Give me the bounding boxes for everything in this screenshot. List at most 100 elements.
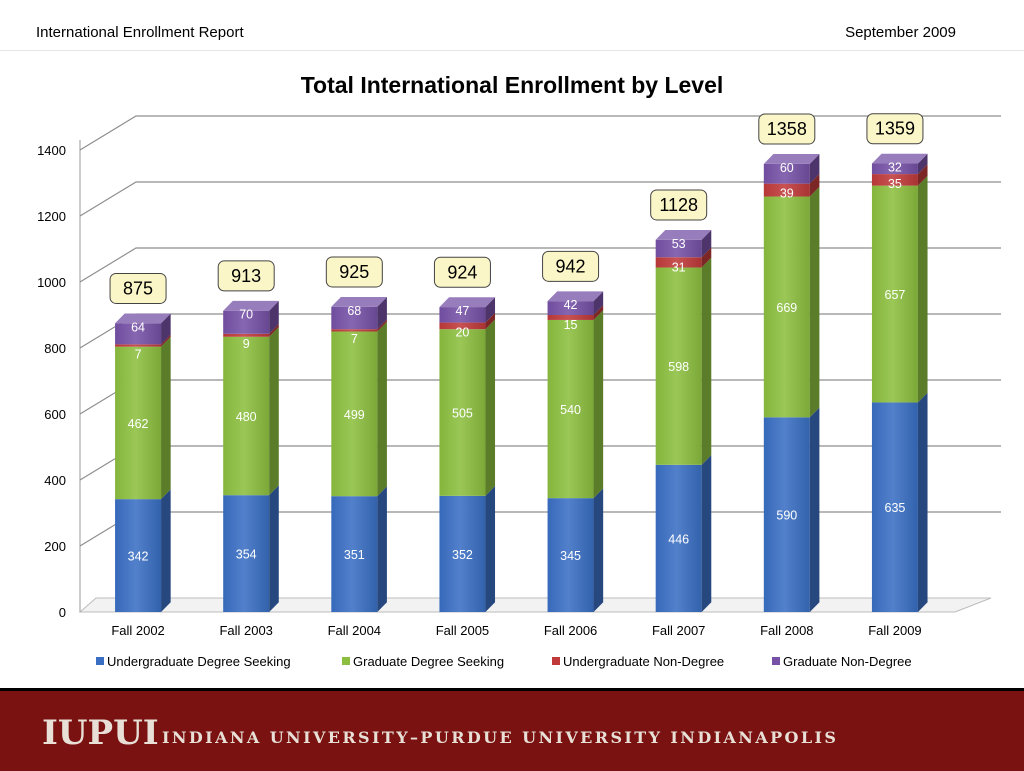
x-category-label: Fall 2005 [436, 623, 489, 638]
bar-top-graduate-non-degree [331, 296, 387, 307]
bar-side-undergraduate-degree-seeking [701, 455, 712, 612]
bar-side-undergraduate-non-degree [485, 312, 496, 330]
bar-side-undergraduate-non-degree [377, 319, 387, 332]
bar-group-fall-2006: 345 540 15 42 942 Fall 2006 [542, 250, 604, 638]
university-tagline: INDIANA UNIVERSITY–PURDUE UNIVERSITY IND… [162, 728, 839, 747]
bar-group-fall-2003: 354 480 9 70 913 Fall 2003 [217, 260, 279, 638]
footer-banner: IUPUI INDIANA UNIVERSITY–PURDUE UNIVERSI… [0, 688, 1024, 771]
y-tick-label: 800 [44, 341, 66, 356]
data-label-graduate-degree-seeking: 657 [885, 288, 906, 302]
report-header: International Enrollment Report Septembe… [0, 0, 1024, 51]
bar-side-graduate-non-degree [701, 229, 712, 258]
data-label-undergraduate-non-degree: 7 [135, 347, 142, 361]
bar-segment-undergraduate-non-degree [331, 329, 378, 332]
bar-segment-graduate-degree-seeking [331, 331, 378, 497]
bar-side-graduate-non-degree [809, 154, 820, 184]
bar-segment-graduate-non-degree [439, 307, 486, 323]
gridline-600 [79, 379, 1001, 415]
data-label-graduate-degree-seeking: 669 [776, 301, 797, 315]
bar-segment-graduate-non-degree [871, 163, 918, 175]
data-label-graduate-degree-seeking: 540 [560, 403, 581, 417]
bar-side-undergraduate-degree-seeking [593, 488, 604, 612]
bar-top-graduate-non-degree [763, 154, 820, 164]
bar-side-graduate-degree-seeking [377, 321, 387, 497]
data-label-graduate-degree-seeking: 462 [128, 417, 149, 431]
data-label-undergraduate-degree-seeking: 342 [128, 550, 149, 564]
bar-side-graduate-degree-seeking [593, 310, 604, 499]
bar-group-fall-2004: 351 499 7 68 925 Fall 2004 [325, 256, 387, 638]
bar-segment-undergraduate-non-degree [439, 322, 486, 330]
iupui-logo: IUPUI [42, 713, 159, 753]
y-tick-label: 1400 [37, 143, 66, 158]
x-category-label: Fall 2007 [652, 623, 705, 638]
bar-side-undergraduate-non-degree [809, 173, 820, 197]
total-callout-box [650, 189, 708, 221]
bar-side-undergraduate-degree-seeking [269, 485, 279, 612]
y-tick-label: 1200 [37, 209, 66, 224]
bar-side-undergraduate-non-degree [917, 164, 928, 186]
data-label-undergraduate-non-degree: 39 [780, 187, 794, 201]
bar-segment-graduate-degree-seeking [655, 267, 702, 465]
bar-side-graduate-degree-seeking [809, 186, 820, 418]
data-label-graduate-degree-seeking: 598 [668, 360, 689, 374]
enrollment-chart: 0 200 400 600 800 1000 1200 1400 342 462 7 64 875 Fal… [37, 113, 1001, 669]
data-label-undergraduate-non-degree: 31 [672, 260, 686, 274]
legend-swatch-undergraduate-non-degree [552, 657, 560, 665]
gridline-1000 [79, 247, 1001, 283]
chart-title: Total International Enrollment by Level [300, 72, 724, 98]
data-label-undergraduate-non-degree: 20 [455, 326, 469, 340]
gridline-1200 [79, 181, 1001, 217]
bar-top-graduate-non-degree [115, 313, 171, 324]
bar-side-undergraduate-non-degree [161, 334, 171, 347]
x-category-label: Fall 2003 [219, 623, 272, 638]
bar-side-undergraduate-degree-seeking [161, 489, 171, 612]
bar-segment-undergraduate-degree-seeking [655, 464, 702, 612]
y-tick-label: 600 [44, 407, 66, 422]
bar-segment-undergraduate-non-degree [547, 315, 594, 320]
data-label-graduate-non-degree: 70 [239, 308, 253, 322]
bar-side-undergraduate-non-degree [269, 324, 279, 337]
y-tick-label: 1000 [37, 275, 66, 290]
report-title: International Enrollment Report [36, 24, 244, 41]
x-category-label: Fall 2009 [868, 623, 921, 638]
total-callout-box [325, 256, 383, 288]
bar-side-undergraduate-non-degree [701, 247, 712, 268]
y-tick-label: 200 [44, 539, 66, 554]
data-label-graduate-non-degree: 60 [780, 161, 794, 175]
bar-side-graduate-degree-seeking [917, 175, 928, 403]
bar-segment-undergraduate-degree-seeking [547, 498, 594, 612]
bar-segment-graduate-degree-seeking [547, 319, 594, 499]
bar-side-graduate-non-degree [377, 296, 387, 330]
bar-segment-graduate-degree-seeking [871, 185, 918, 403]
data-label-graduate-non-degree: 42 [564, 298, 578, 312]
bar-group-fall-2009: 635 657 35 32 1359 Fall 2009 [866, 113, 928, 638]
gridline-800 [79, 313, 1001, 349]
data-label-undergraduate-degree-seeking: 351 [344, 548, 365, 562]
bar-segment-graduate-non-degree [115, 323, 162, 345]
bar-segment-graduate-non-degree [331, 306, 378, 330]
bar-side-graduate-degree-seeking [269, 326, 279, 496]
chart-floor [78, 597, 992, 613]
data-label-undergraduate-non-degree: 9 [243, 337, 250, 351]
bar-side-graduate-non-degree [269, 300, 279, 334]
bar-segment-undergraduate-degree-seeking [871, 402, 918, 612]
bar-side-undergraduate-degree-seeking [809, 407, 820, 612]
legend-label-undergraduate-degree-seeking: Undergraduate Degree Seeking [107, 654, 291, 669]
report-date: September 2009 [845, 24, 956, 41]
data-label-undergraduate-degree-seeking: 590 [776, 509, 797, 523]
bar-segment-graduate-degree-seeking [439, 329, 486, 496]
data-label-undergraduate-non-degree: 7 [351, 332, 358, 346]
x-category-label: Fall 2004 [328, 623, 381, 638]
total-callout-box [433, 256, 491, 288]
bar-group-fall-2007: 446 598 31 53 1128 Fall 2007 [650, 189, 712, 638]
bar-side-graduate-non-degree [485, 297, 496, 323]
bar-segment-graduate-non-degree [655, 239, 702, 258]
total-callout-box [109, 272, 167, 304]
bar-top-graduate-non-degree [547, 291, 604, 302]
x-category-label: Fall 2008 [760, 623, 813, 638]
bar-group-fall-2008: 590 669 39 60 1358 Fall 2008 [758, 113, 820, 638]
bar-segment-graduate-non-degree [547, 301, 594, 315]
data-label-undergraduate-non-degree: 15 [564, 318, 578, 332]
total-callout-box [866, 113, 924, 145]
bar-segment-undergraduate-degree-seeking [439, 495, 486, 612]
